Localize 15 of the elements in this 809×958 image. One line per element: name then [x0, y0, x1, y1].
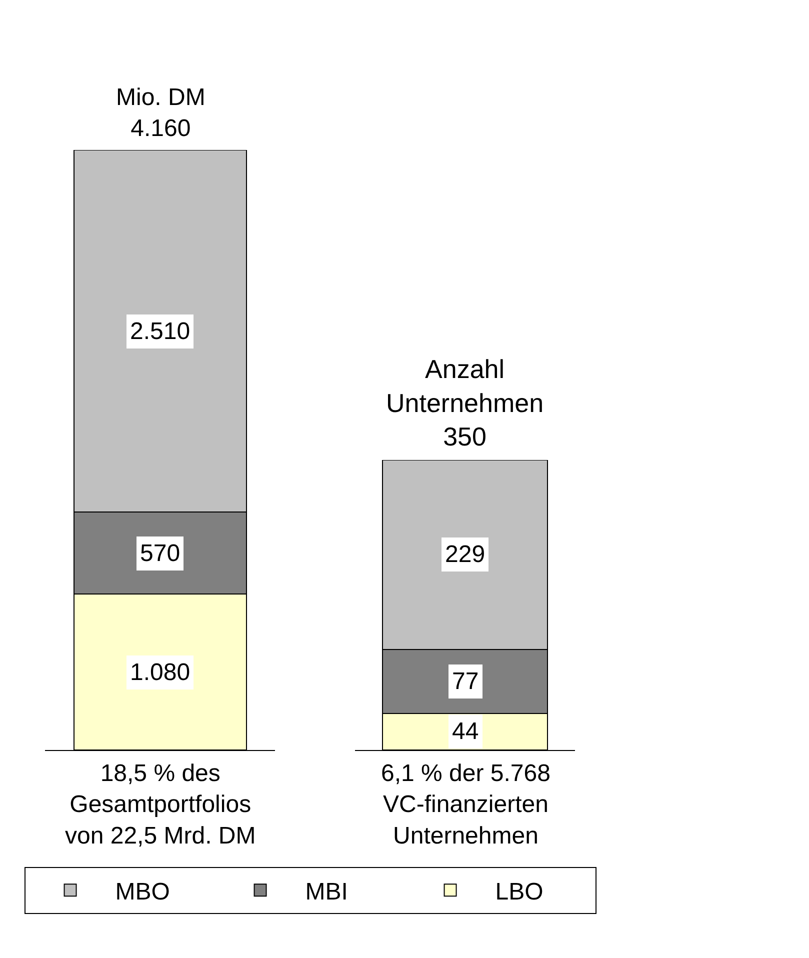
- legend-label: MBI: [305, 878, 348, 906]
- total-label: 4.160: [130, 115, 191, 142]
- legend-label: MBO: [115, 878, 170, 906]
- total-label: 350: [443, 422, 486, 452]
- data-label: 77: [452, 668, 479, 695]
- chart-title: Anzahl Unternehmen: [386, 354, 544, 418]
- x-axis-title: 18,5 % des Gesamtportfolios von 22,5 Mrd. DM: [65, 760, 256, 850]
- data-label: 2.510: [130, 318, 190, 345]
- chart-title: Mio. DM: [116, 84, 206, 111]
- data-label: 44: [452, 718, 479, 745]
- legend-label: LBO: [495, 878, 544, 906]
- data-label: 1.080: [130, 659, 190, 686]
- data-label: 229: [445, 541, 486, 568]
- data-label: 570: [140, 540, 180, 567]
- x-axis-title: 6,1 % der 5.768 VC-finanzierten Unternehmen: [381, 760, 550, 850]
